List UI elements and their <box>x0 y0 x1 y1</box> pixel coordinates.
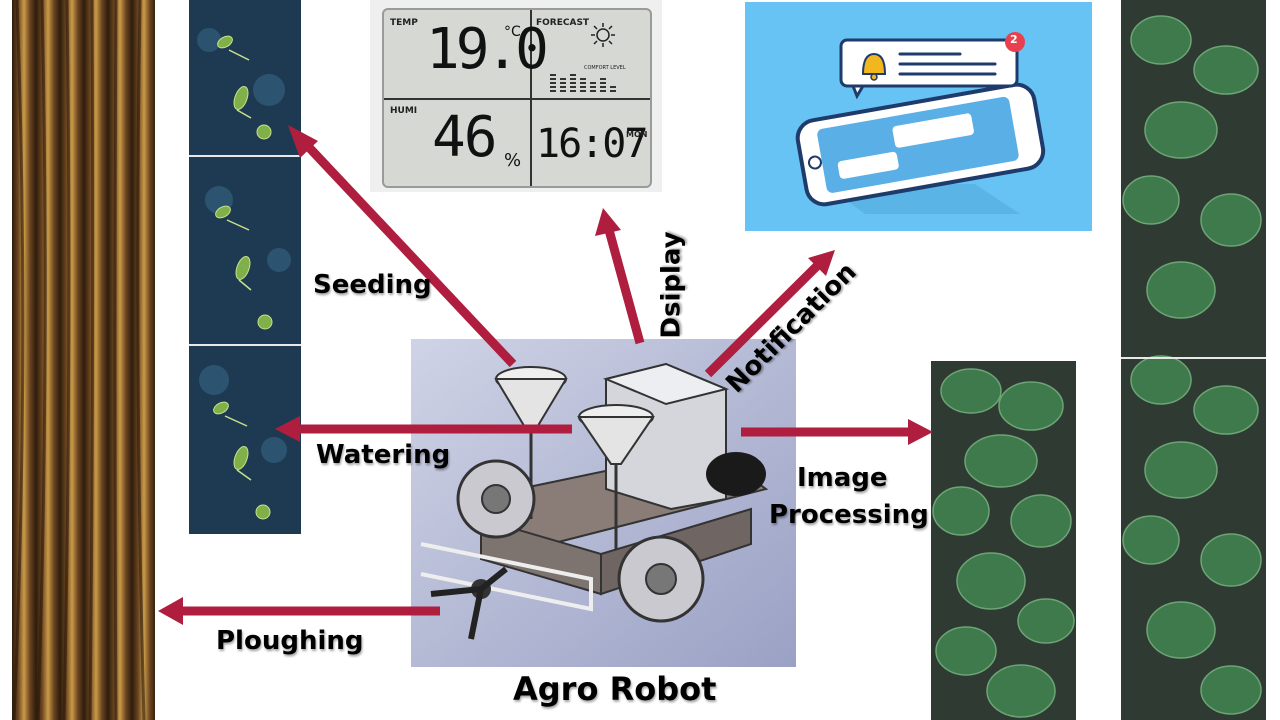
humidity-value: 46 <box>432 105 497 170</box>
temp-label: TEMP <box>390 18 418 28</box>
plant-field-image <box>1121 0 1266 720</box>
temp-value: 19.0 <box>426 17 549 82</box>
display-label: Dsiplay <box>656 231 687 339</box>
temp-unit: °C <box>504 24 521 40</box>
humidity-label: HUMI <box>390 106 418 116</box>
phone-notification-image: 2 <box>745 2 1092 231</box>
sun-icon <box>590 22 616 48</box>
ploughed-field-image <box>12 0 155 720</box>
humidity-unit: % <box>504 150 522 171</box>
clock-time: 16:07 <box>536 121 648 167</box>
forecast-label: FORECAST <box>536 18 590 28</box>
seeding-label: Seeding <box>313 270 432 300</box>
plant-image-processing <box>931 361 1076 720</box>
lcd-display-image: TEMP 19.0 °C FORECAST COMFORT LEVEL HUMI… <box>370 0 662 192</box>
ploughing-arrow <box>158 597 440 625</box>
comfort-label: COMFORT LEVEL <box>584 65 626 71</box>
diagram-title: Agro Robot <box>513 670 717 708</box>
agro-robot-image <box>411 339 796 667</box>
image-processing-label-line1: Image <box>797 463 888 493</box>
forecast-bar-graph <box>550 74 616 92</box>
ploughing-label: Ploughing <box>216 626 364 656</box>
image-processing-label-line2: Processing <box>769 500 929 530</box>
display-arrow <box>595 208 645 345</box>
watering-label: Watering <box>316 440 451 470</box>
notification-badge: 2 <box>1010 33 1018 46</box>
day-label: MON <box>626 130 648 139</box>
seedling-images <box>189 0 301 534</box>
